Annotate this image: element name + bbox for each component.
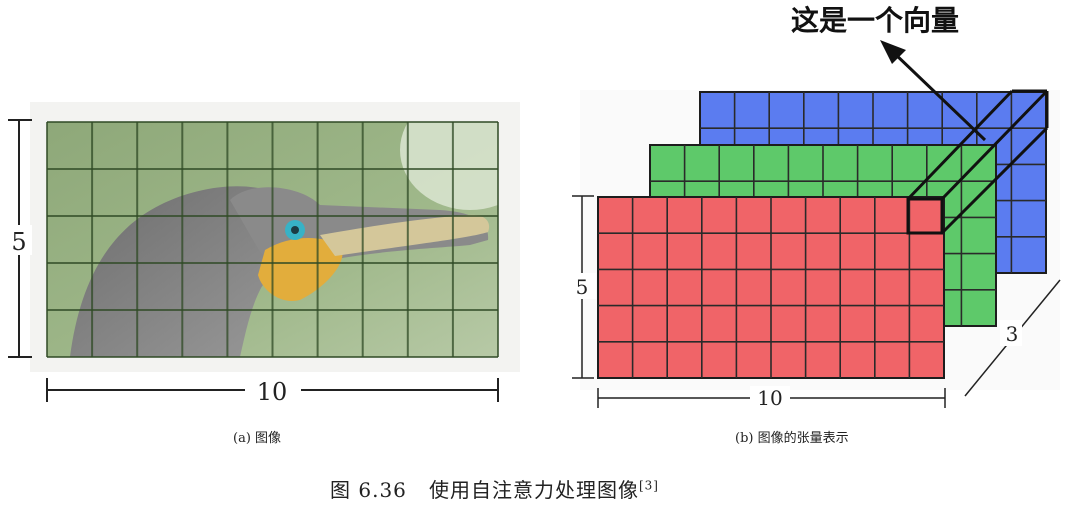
figure-title: 使用自注意力处理图像 xyxy=(428,478,639,502)
vector-prism xyxy=(906,89,1049,235)
callout-label: 这是一个向量 xyxy=(791,4,959,37)
depth-label-b: 3 xyxy=(1006,322,1019,346)
figure-reference: [3] xyxy=(638,478,659,493)
width-dimension-a: 10 xyxy=(46,375,499,406)
bird-photo xyxy=(47,122,498,357)
width-dimension-b: 10 xyxy=(597,386,946,410)
caption-b: (b) 图像的张量表示 xyxy=(735,431,849,446)
height-label-b: 5 xyxy=(576,275,589,299)
height-dimension-b: 5 xyxy=(568,195,596,379)
figure-number: 图 6.36 xyxy=(330,478,407,502)
tensor-layers xyxy=(597,91,1047,379)
panel-a-image xyxy=(30,102,520,372)
height-dimension-a: 5 xyxy=(6,119,32,358)
figure-caption: 图 6.36 使用自注意力处理图像[3] xyxy=(330,474,659,503)
image-grid-overlay xyxy=(46,121,499,358)
layer-red xyxy=(597,196,945,379)
width-label-a: 10 xyxy=(257,378,288,406)
depth-dimension-b: 3 xyxy=(964,279,1061,397)
width-label-b: 10 xyxy=(757,386,782,410)
callout-arrow xyxy=(880,40,987,142)
caption-a: (a) 图像 xyxy=(233,431,282,446)
height-label-a: 5 xyxy=(11,228,26,256)
